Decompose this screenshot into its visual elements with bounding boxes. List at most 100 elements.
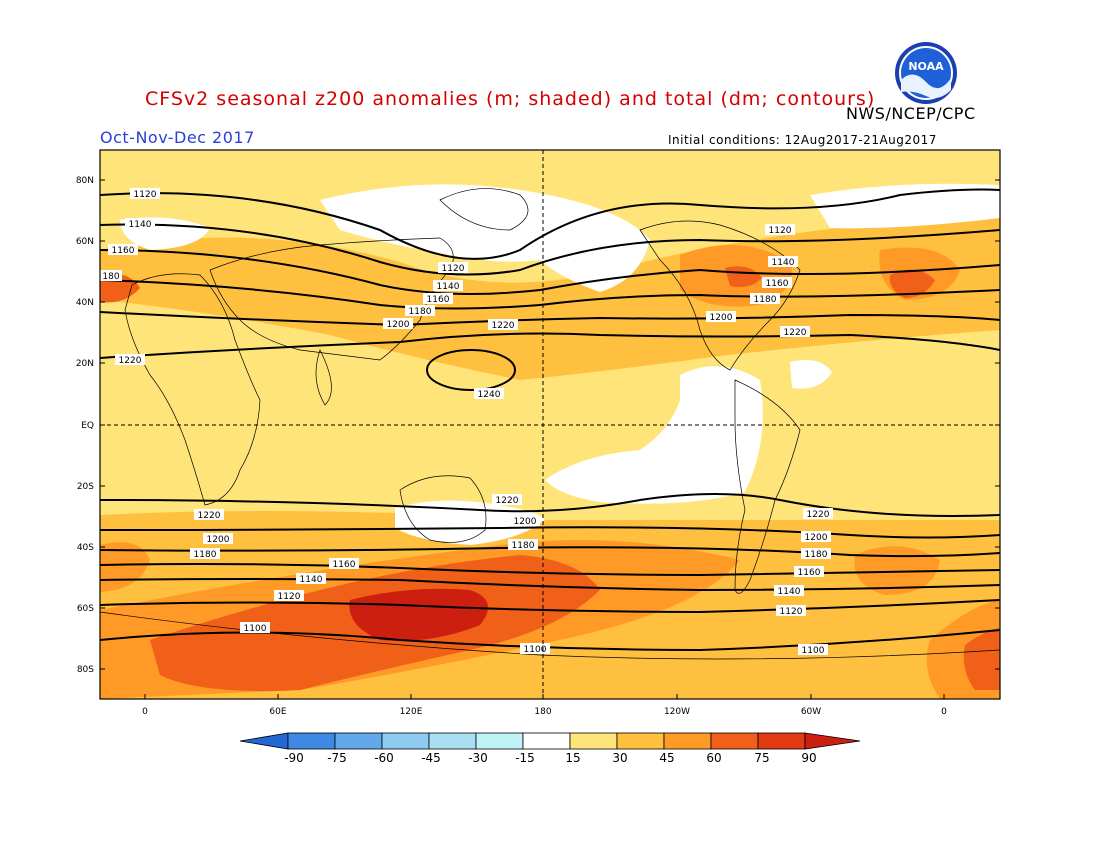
contour-label: 1160 (762, 277, 792, 289)
contour-label: 1140 (774, 585, 804, 597)
contour-label: 1100 (240, 622, 270, 634)
svg-text:1100: 1100 (524, 645, 547, 655)
contour-label: 1100 (798, 644, 828, 656)
anomaly-fill-neutral (810, 183, 1000, 229)
colorbar-tick: 60 (706, 751, 721, 765)
svg-text:1200: 1200 (805, 533, 828, 543)
contour-label: 1160 (108, 244, 138, 256)
agency-label: NWS/NCEP/CPC (846, 104, 976, 123)
contour-1140-sh (100, 578, 1000, 592)
noaa-logo-icon: NOAA (895, 42, 957, 104)
chart-title: CFSv2 seasonal z200 anomalies (m; shaded… (145, 88, 876, 110)
lon-label: 120W (664, 707, 690, 717)
colorbar-swatch (334, 732, 383, 750)
lon-label: 0 (142, 707, 148, 717)
svg-text:1100: 1100 (244, 624, 267, 634)
contour-label: 1220 (488, 319, 518, 331)
anomaly-fill-45-60 (854, 546, 940, 595)
lat-label: 20S (77, 482, 94, 492)
svg-text:1180: 1180 (409, 307, 432, 317)
contour-label: 1120 (274, 590, 304, 602)
svg-text:1200: 1200 (387, 320, 410, 330)
colorbar-tick: -15 (515, 751, 535, 765)
svg-text:1200: 1200 (710, 313, 733, 323)
contour-label: 1180 (750, 293, 780, 305)
contour-label: 1140 (768, 256, 798, 268)
colorbar-swatch (475, 732, 524, 750)
svg-text:1180: 1180 (805, 550, 828, 560)
contour-label: 1180 (405, 305, 435, 317)
colorbar-swatch (663, 732, 712, 750)
anomaly-fill-neutral (790, 359, 832, 389)
colorbar: -90 -75 -60 -45 -30 -15 15 30 45 60 75 9… (239, 732, 861, 765)
colorbar-tick: 75 (754, 751, 769, 765)
colorbar-swatch (616, 732, 665, 750)
lat-label: 80S (77, 665, 94, 675)
svg-text:1120: 1120 (278, 592, 301, 602)
colorbar-swatch (757, 732, 806, 750)
contour-1240 (426, 349, 516, 391)
contour-1200-sh (100, 526, 1000, 539)
contour-1160-nh (100, 249, 1000, 295)
contour-label: 1120 (130, 188, 160, 200)
contour-label: 1200 (706, 311, 736, 323)
contour-label: 1220 (492, 494, 522, 506)
colorbar-swatch (569, 732, 618, 750)
contour-label: 1200 (510, 515, 540, 527)
svg-text:1220: 1220 (807, 510, 830, 520)
contour-label: 1220 (803, 508, 833, 520)
anomaly-fill-neutral (545, 366, 763, 504)
contour-label: 1160 (423, 293, 453, 305)
anomaly-fill-30-45 (100, 212, 1000, 380)
contour-label: 1240 (474, 388, 504, 400)
initial-conditions-label: Initial conditions: 12Aug2017-21Aug2017 (668, 133, 937, 147)
contour-label: 1200 (801, 531, 831, 543)
coastlines (100, 188, 1000, 660)
svg-text:1120: 1120 (769, 226, 792, 236)
lat-label: 40S (77, 543, 94, 553)
contour-label: 1140 (296, 573, 326, 585)
svg-text:1240: 1240 (478, 390, 501, 400)
colorbar-tick: 15 (565, 751, 580, 765)
svg-text:1160: 1160 (798, 568, 821, 578)
svg-text:1220: 1220 (119, 356, 142, 366)
contour-1200-nh (100, 311, 1000, 327)
svg-text:1180: 1180 (754, 295, 777, 305)
contour-label: 1200 (203, 533, 233, 545)
lon-label: 180 (534, 707, 551, 717)
contour-1220-nh (100, 332, 1000, 359)
svg-text:1220: 1220 (198, 511, 221, 521)
svg-text:1120: 1120 (134, 190, 157, 200)
contour-label: 1120 (438, 262, 468, 274)
colorbar-tick: 30 (612, 751, 627, 765)
colorbar-tick: 90 (801, 751, 816, 765)
lat-label: 80N (76, 176, 94, 186)
colorbar-tick: -90 (284, 751, 304, 765)
svg-text:NOAA: NOAA (908, 60, 944, 73)
svg-text:1220: 1220 (492, 321, 515, 331)
svg-text:1140: 1140 (437, 282, 460, 292)
lon-label: 60W (801, 707, 821, 717)
svg-text:1180: 1180 (512, 541, 535, 551)
lon-label: 60E (269, 707, 286, 717)
svg-text:1200: 1200 (207, 535, 230, 545)
lon-axis: 0 60E 120E 180 120W 60W 0 (142, 694, 947, 717)
svg-text:1160: 1160 (333, 560, 356, 570)
contour-1140-nh (100, 223, 1000, 276)
contour-label: 1100 (520, 643, 550, 655)
colorbar-swatch (428, 732, 477, 750)
contour-1120-sh (100, 599, 1000, 614)
lat-label: EQ (81, 421, 94, 431)
contour-label: 1140 (125, 218, 155, 230)
contour-1180-nh (100, 279, 1000, 310)
colorbar-swatch (381, 732, 430, 750)
colorbar-tick: -45 (421, 751, 441, 765)
svg-text:1160: 1160 (112, 246, 135, 256)
contour-label: 1200 (383, 318, 413, 330)
period-label: Oct-Nov-Dec 2017 (100, 128, 255, 147)
contour-1160-sh (100, 563, 1000, 577)
svg-text:1140: 1140 (300, 575, 323, 585)
colorbar-tick: 45 (659, 751, 674, 765)
colorbar-right-arrow (804, 732, 861, 750)
